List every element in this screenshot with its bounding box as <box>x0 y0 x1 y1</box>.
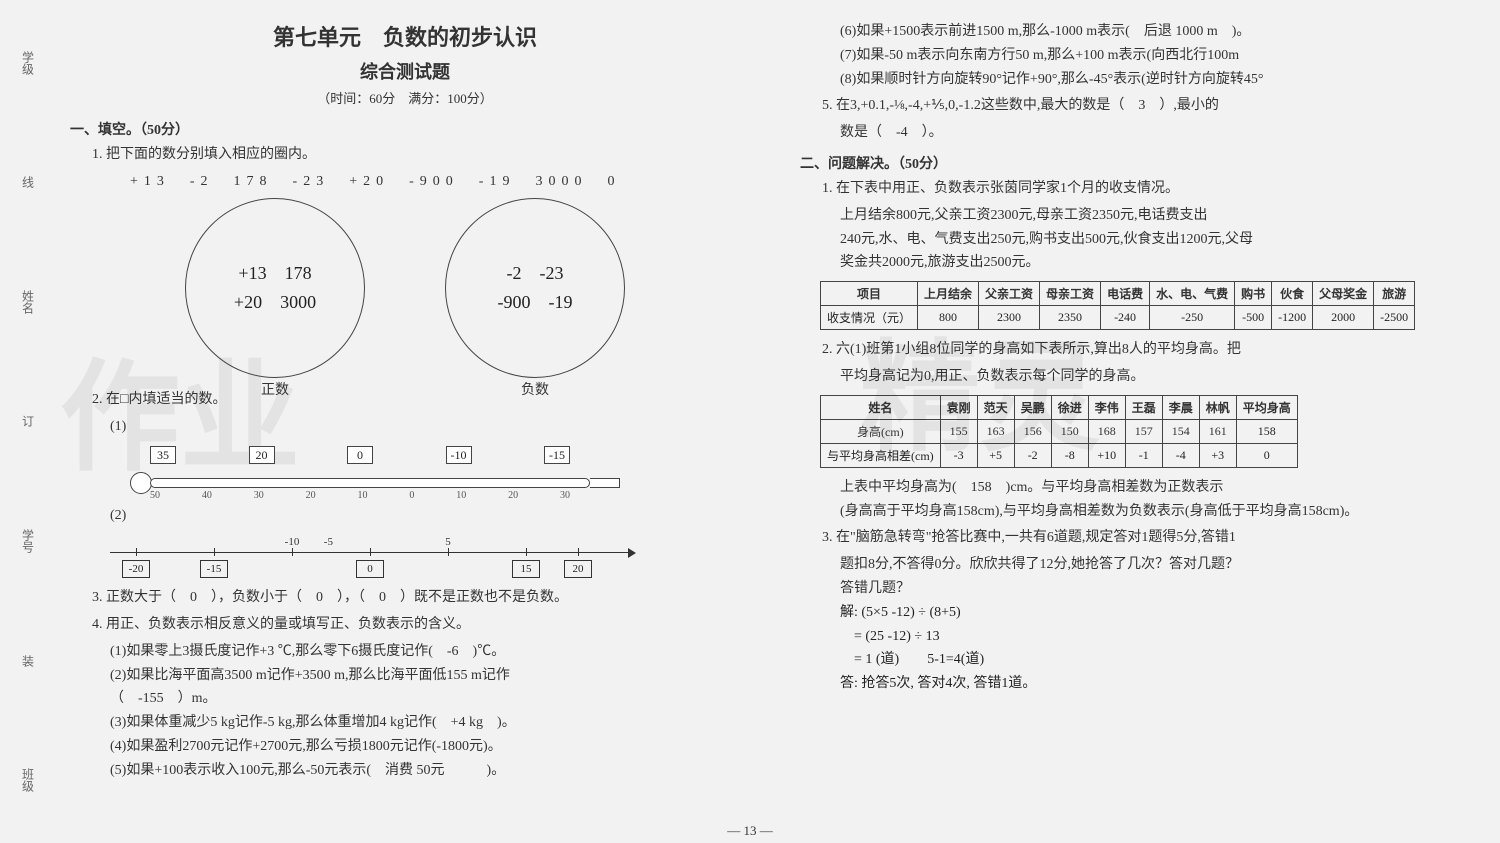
table-row: 与平均身高相差(cm) -3+5 -2-8 +10-1 -4+3 0 <box>821 443 1298 467</box>
s2q3-sol1: 解: (5×5 -12) ÷ (8+5) <box>840 601 1470 625</box>
q1-text: 1. 把下面的数分别填入相应的圈内。 <box>92 143 740 167</box>
q4-s2: (2)如果比海平面高3500 m记作+3500 m,那么比海平面低155 m记作 <box>110 664 740 688</box>
table-row: 身高(cm) 155163 156150 168157 154161 158 <box>821 419 1298 443</box>
q1-circles: +13 178 +20 3000 正数 -2 -23 -900 -19 负数 <box>70 198 740 378</box>
q5b: 数是（ -4 ）。 <box>840 121 1470 145</box>
number-line: -10 -5 5 -20 -15 0 15 20 <box>110 542 630 582</box>
q3: 3. 正数大于（ 0 ），负数小于（ 0 ），（ 0 ）既不是正数也不是负数。 <box>92 586 740 610</box>
q4-s8: (8)如果顺时针方向旋转90°记作+90°,那么-45°表示(逆时针方向旋转45… <box>840 68 1470 92</box>
s2q3-l3: 答错几题？ <box>840 577 1470 601</box>
thermo-box: -15 <box>544 446 570 464</box>
negative-circle: -2 -23 -900 -19 负数 <box>445 198 625 378</box>
thermo-box: 0 <box>347 446 373 464</box>
s2q3-l1: 3. 在"脑筋急转弯"抢答比赛中,一共有6道题,规定答对1题得5分,答错1 <box>822 526 1470 550</box>
thermo-box: 35 <box>150 446 176 464</box>
thermo-box: 20 <box>249 446 275 464</box>
positive-label: 正数 <box>186 379 364 399</box>
q4-s6: (6)如果+1500表示前进1500 m,那么-1000 m表示( 后退 100… <box>840 20 1470 44</box>
s2q3-sol3: = 1 (道) 5-1=4(道) <box>840 648 1470 672</box>
s2q2-after2: (身高高于平均身高158cm),与平均身高相差数为负数表示(身高低于平均身高15… <box>840 500 1470 524</box>
page-number: — 13 — <box>727 823 773 839</box>
test-title: 综合测试题 <box>70 58 740 84</box>
q4-lead: 4. 用正、负数表示相反意义的量或填写正、负数表示的含义。 <box>92 613 740 637</box>
table-row: 收支情况（元） 800 2300 2350 -240 -250 -500 -12… <box>821 306 1415 330</box>
negative-label: 负数 <box>446 379 624 399</box>
negative-fill: -2 -23 -900 -19 <box>498 259 573 317</box>
nline-box: -15 <box>200 560 228 578</box>
s2q2-lead2: 平均身高记为0,用正、负数表示每个同学的身高。 <box>840 365 1470 389</box>
income-expense-table: 项目 上月结余 父亲工资 母亲工资 电话费 水、电、气费 购书 伙食 父母奖金 … <box>820 281 1415 330</box>
nline-box: 15 <box>512 560 540 578</box>
nline-box: 0 <box>356 560 384 578</box>
s2q3-l2: 题扣8分,不答得0分。欣欣共得了12分,她抢答了几次？答对几题？ <box>840 553 1470 577</box>
positive-fill: +13 178 +20 3000 <box>234 259 316 317</box>
nline-box: 20 <box>564 560 592 578</box>
s2q1-lead: 1. 在下表中用正、负数表示张茵同学家1个月的收支情况。 <box>822 177 1470 201</box>
positive-circle: +13 178 +20 3000 正数 <box>185 198 365 378</box>
q5a: 5. 在3,+0.1,-⅛,-4,+⅕,0,-1.2这些数中,最大的数是（ 3 … <box>822 94 1470 118</box>
binding-edge-labels: 学级 线 姓名 订 学号 装 班级 <box>8 0 48 843</box>
q4-s7: (7)如果-50 m表示向东南方行50 m,那么+100 m表示(向西北行100… <box>840 44 1470 68</box>
left-column: 作业 第七单元 负数的初步认识 综合测试题 （时间：60分 满分：100分） 一… <box>70 20 740 833</box>
q4-s5: (5)如果+100表示收入100元,那么-50元表示( 消费 50元 )。 <box>110 759 740 783</box>
unit-title: 第七单元 负数的初步认识 <box>70 20 740 52</box>
s2q2-after1: 上表中平均身高为( 158 )cm。与平均身高相差数为正数表示 <box>840 476 1470 500</box>
s2q3-sol4: 答: 抢答5次, 答对4次, 答错1道。 <box>840 672 1470 696</box>
s2q1-d1: 上月结余800元,父亲工资2300元,母亲工资2350元,电话费支出 <box>840 204 1470 228</box>
table-row: 姓名 袁刚 范天 吴鹏 徐进 李伟 王磊 李晨 林帆 平均身高 <box>821 395 1298 419</box>
worksheet-page: 作业 第七单元 负数的初步认识 综合测试题 （时间：60分 满分：100分） 一… <box>0 0 1500 843</box>
right-column: 精灵 (6)如果+1500表示前进1500 m,那么-1000 m表示( 后退 … <box>800 20 1470 833</box>
thermo-box: -10 <box>446 446 472 464</box>
s2q2-lead: 2. 六(1)班第1小组8位同学的身高如下表所示,算出8人的平均身高。把 <box>822 338 1470 362</box>
q4-s4: (4)如果盈利2700元记作+2700元,那么亏损1800元记作(-1800元)… <box>110 735 740 759</box>
q2-part1-label: (1) <box>110 415 740 439</box>
test-meta: （时间：60分 满分：100分） <box>70 88 740 107</box>
q2-part2-label: (2) <box>110 504 740 528</box>
q4-s3: (3)如果体重减少5 kg记作-5 kg,那么体重增加4 kg记作( +4 kg… <box>110 711 740 735</box>
height-table: 姓名 袁刚 范天 吴鹏 徐进 李伟 王磊 李晨 林帆 平均身高 身高(cm) 1… <box>820 395 1298 468</box>
s2q1-d2: 240元,水、电、气费支出250元,购书支出500元,伙食支出1200元,父母 <box>840 228 1470 252</box>
table-row: 项目 上月结余 父亲工资 母亲工资 电话费 水、电、气费 购书 伙食 父母奖金 … <box>821 282 1415 306</box>
q4-s1: (1)如果零上3摄氏度记作+3 ℃,那么零下6摄氏度记作( -6 )℃。 <box>110 640 740 664</box>
q4-s2b: （ -155 ）m。 <box>110 687 740 711</box>
nline-box: -20 <box>122 560 150 578</box>
section-1-heading: 一、填空。（50分） <box>70 119 740 139</box>
thermometer: 35 20 0 -10 -15 50 40 30 20 10 0 10 20 3… <box>110 448 630 498</box>
section-2-heading: 二、问题解决。（50分） <box>800 153 1470 173</box>
q1-numbers: +13 -2 178 -23 +20 -900 -19 3000 0 <box>130 170 740 190</box>
s2q3-sol2: = (25 -12) ÷ 13 <box>840 625 1470 649</box>
s2q1-d3: 奖金共2000元,旅游支出2500元。 <box>840 251 1470 275</box>
